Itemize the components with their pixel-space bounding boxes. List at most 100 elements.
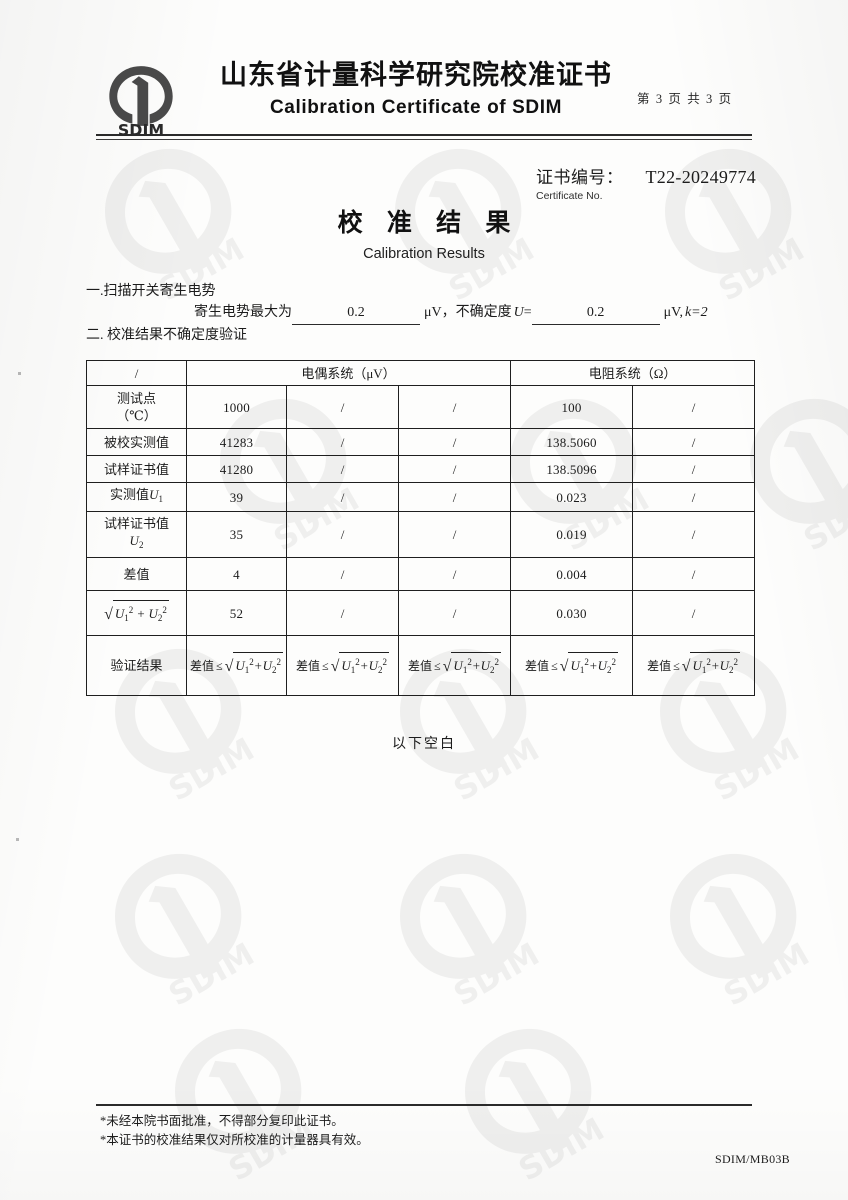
row-label-rss-formula: √ U12 + U22 — [86, 590, 187, 636]
cell-value: / — [632, 511, 756, 558]
watermark-logo: SDIM — [633, 818, 838, 1023]
cell-value: / — [397, 385, 512, 429]
table-row: 实测值U1 39 / / 0.023 / — [86, 482, 756, 512]
table-row: 被校实测值 41283 / / 138.5060 / — [86, 428, 756, 456]
footer-note-1: *未经本院书面批准，不得部分复印此证书。 — [100, 1114, 344, 1128]
cell-value: 39 — [186, 482, 287, 512]
parasitic-emf-prefix: 寄生电势最大为 — [194, 305, 292, 320]
group-header-thermocouple: 电偶系统（μV） — [185, 360, 512, 386]
header-divider — [96, 134, 752, 140]
cell-value: / — [632, 590, 756, 636]
form-code: SDIM/MB03B — [714, 1152, 790, 1166]
section-title-block: 校 准 结 果 Calibration Results — [0, 203, 848, 262]
cell-value: / — [397, 428, 512, 456]
verification-cell: 差值 ≤ √ U12+U22 — [186, 635, 287, 696]
cell-value: 1000 — [186, 385, 287, 429]
certificate-number-value: T22-20249774 — [645, 167, 757, 187]
coverage-factor: k=2 — [684, 305, 708, 320]
cell-value: / — [286, 511, 399, 558]
cell-value: / — [632, 385, 756, 429]
cell-value: 4 — [186, 557, 287, 591]
cell-value: 41283 — [186, 428, 287, 456]
cell-value: 52 — [186, 590, 287, 636]
item2-heading: 二. 校准结果不确定度验证 — [86, 328, 247, 343]
cell-value: / — [397, 455, 512, 483]
row-label-difference: 差值 — [86, 557, 187, 591]
watermark-logo: SDIM — [78, 818, 283, 1023]
calibration-results-table-wrap: / 电偶系统（μV） 电阻系统（Ω） 测试点 （℃） 1000 / / 100 … — [86, 360, 756, 696]
uncertainty-symbol: U — [513, 305, 524, 320]
cell-value: 138.5096 — [510, 455, 634, 483]
section-title-en: Calibration Results — [363, 246, 485, 262]
row-label-measured: 被校实测值 — [86, 428, 187, 456]
cell-value: / — [397, 511, 512, 558]
svg-text:SDIM: SDIM — [718, 936, 816, 1013]
footer-notes: *未经本院书面批准，不得部分复印此证书。 *本证书的校准结果仅对所校准的计量器具… — [100, 1112, 369, 1150]
table-row: 试样证书值 U2 35 / / 0.019 / — [86, 511, 756, 558]
blank-below-note: 以下空白 — [392, 737, 456, 752]
row-label-verification-result: 验证结果 — [86, 635, 187, 696]
table-row: √ U12 + U22 52 / / 0.030 / — [86, 590, 756, 636]
parasitic-emf-unit-1: μV，不确定度 — [424, 305, 512, 320]
verification-cell: 差值 ≤ √ U12+U22 — [632, 635, 756, 696]
table-group-header-row: / 电偶系统（μV） 电阻系统（Ω） — [86, 360, 756, 386]
cell-value: 100 — [510, 385, 634, 429]
document-header: SDIM 山东省计量科学研究院校准证书 Calibration Certific… — [0, 58, 848, 136]
watermark-logo: SDIM — [363, 818, 568, 1023]
header-title-cn: 山东省计量科学研究院校准证书 — [220, 60, 612, 90]
cell-value: / — [397, 590, 512, 636]
cell-value: 35 — [186, 511, 287, 558]
sdim-logo-icon: SDIM — [104, 64, 178, 136]
section-title-cn: 校 准 结 果 — [337, 210, 520, 237]
cell-value: / — [286, 557, 399, 591]
watermark-logo: SDIM — [138, 993, 343, 1198]
cell-value: 0.019 — [510, 511, 634, 558]
row-label-line2: （℃） — [116, 408, 157, 423]
group-header-resistance: 电阻系统（Ω） — [510, 360, 756, 386]
cell-value: / — [286, 428, 399, 456]
body-text-block: 一.扫描开关寄生电势 寄生电势最大为 0.2 μV，不确定度 U = 0.2 μ… — [86, 281, 776, 346]
footer-note-2: *本证书的校准结果仅对所校准的计量器具有效。 — [100, 1133, 369, 1147]
cell-value: 0.023 — [510, 482, 634, 512]
parasitic-emf-line: 寄生电势最大为 0.2 μV，不确定度 U = 0.2 μV, k=2 — [194, 302, 776, 325]
row-label-test-point: 测试点 （℃） — [86, 385, 187, 429]
svg-text:SDIM: SDIM — [163, 936, 261, 1013]
verification-cell: 差值 ≤ √ U12+U22 — [397, 635, 512, 696]
cell-value: / — [632, 557, 756, 591]
table-corner-cell: / — [86, 360, 187, 386]
cell-value: 0.030 — [510, 590, 634, 636]
header-title-en: Calibration Certificate of SDIM — [269, 97, 563, 118]
header-titles: 山东省计量科学研究院校准证书 Calibration Certificate o… — [196, 58, 636, 121]
page-indicator: 第 3 页 共 3 页 — [637, 92, 733, 106]
row-label-line1: 试样证书值 — [103, 516, 169, 531]
uncertainty-equals: = — [523, 305, 532, 320]
svg-text:SDIM: SDIM — [118, 120, 164, 136]
certificate-number-label: 证书编号： — [536, 168, 624, 187]
table-row: 测试点 （℃） 1000 / / 100 / — [86, 385, 756, 429]
table-row: 试样证书值 41280 / / 138.5096 / — [86, 455, 756, 483]
row-label-line2: U2 — [129, 533, 144, 550]
item1-heading: 一.扫描开关寄生电势 — [86, 284, 216, 299]
svg-text:SDIM: SDIM — [448, 936, 546, 1013]
verification-cell: 差值 ≤ √ U12+U22 — [286, 635, 399, 696]
scan-speckle — [18, 372, 21, 375]
cell-value: / — [286, 385, 399, 429]
certificate-number-label-en: Certificate No. — [536, 190, 603, 202]
row-label-measured-u1: 实测值U1 — [86, 482, 187, 512]
cell-value: / — [286, 590, 399, 636]
watermark-logo: SDIM — [428, 993, 633, 1198]
cell-value: / — [632, 428, 756, 456]
svg-text:SDIM: SDIM — [798, 481, 848, 558]
cell-value: 41280 — [186, 455, 287, 483]
calibration-results-table: / 电偶系统（μV） 电阻系统（Ω） 测试点 （℃） 1000 / / 100 … — [86, 360, 756, 696]
verification-cell: 差值 ≤ √ U12+U22 — [510, 635, 634, 696]
cell-value: / — [397, 557, 512, 591]
svg-text:SDIM: SDIM — [513, 1111, 611, 1188]
cell-value: 138.5060 — [510, 428, 634, 456]
table-row: 差值 4 / / 0.004 / — [86, 557, 756, 591]
row-label-sample-cert-u2: 试样证书值 U2 — [86, 511, 187, 558]
parasitic-emf-max-value: 0.2 — [292, 302, 420, 325]
cell-value: / — [286, 482, 399, 512]
cell-value: / — [632, 455, 756, 483]
